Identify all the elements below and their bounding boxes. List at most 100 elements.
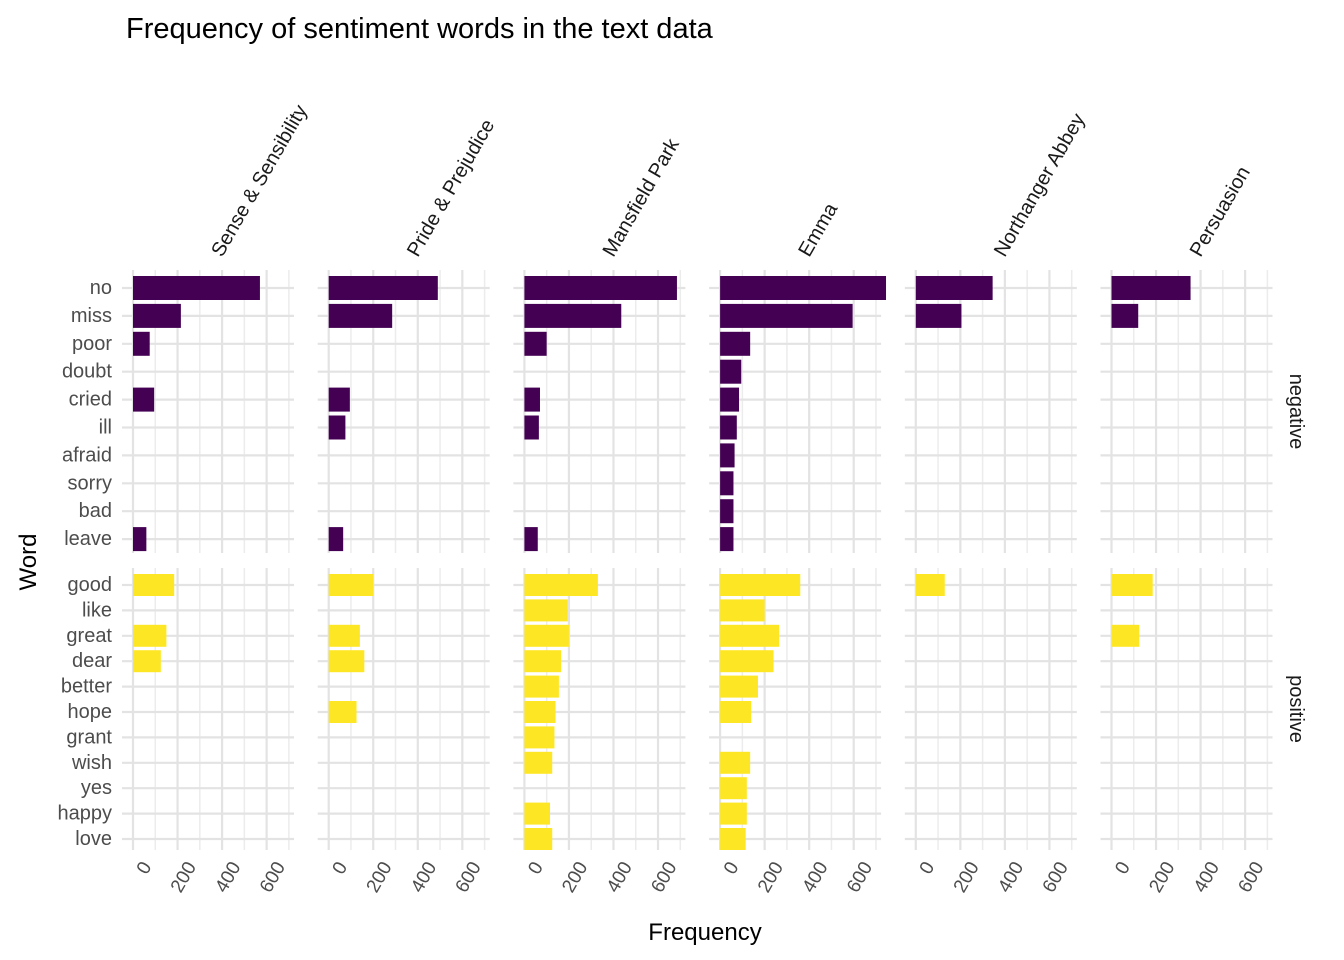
bar-persuasion-great xyxy=(1111,624,1140,647)
y-tick-label-love: love xyxy=(75,828,112,850)
bar-pride-prejudice-good xyxy=(328,574,374,596)
bar-emma-bad xyxy=(720,499,734,524)
bar-emma-dear xyxy=(720,650,774,673)
facet-label-emma: Emma xyxy=(794,199,842,261)
x-tick-label: 400 xyxy=(799,858,833,896)
bar-pride-prejudice-miss xyxy=(328,303,393,328)
x-tick-label: 600 xyxy=(256,858,290,896)
x-tick-label: 600 xyxy=(1039,858,1073,896)
bar-emma-ill xyxy=(720,415,737,440)
bar-mansfield-park-love xyxy=(524,828,553,850)
bar-pride-prejudice-hope xyxy=(328,701,357,723)
y-tick-label-hope: hope xyxy=(68,701,113,723)
bar-northanger-abbey-no xyxy=(915,276,993,300)
x-tick-label: 400 xyxy=(994,858,1028,896)
chart-title: Frequency of sentiment words in the text… xyxy=(126,13,714,45)
x-tick-label: 200 xyxy=(363,858,397,896)
bar-sense-sensibility-leave xyxy=(133,527,147,552)
x-tick-label: 400 xyxy=(1190,858,1224,896)
bar-emma-no xyxy=(720,276,887,300)
bar-emma-love xyxy=(720,828,746,850)
bar-emma-leave xyxy=(720,527,734,552)
bar-mansfield-park-cried xyxy=(524,387,540,412)
y-tick-label-afraid: afraid xyxy=(62,444,112,466)
x-tick-label: 600 xyxy=(452,858,486,896)
y-tick-label-no: no xyxy=(90,277,112,299)
bar-emma-poor xyxy=(720,331,751,356)
y-tick-label-great: great xyxy=(66,625,112,647)
y-tick-label-dear: dear xyxy=(72,650,112,672)
bar-emma-sorry xyxy=(720,471,734,496)
x-tick-label: 200 xyxy=(754,858,788,896)
x-tick-label: 0 xyxy=(329,858,352,878)
bar-emma-happy xyxy=(720,802,747,825)
x-tick-label: 0 xyxy=(1111,858,1134,878)
bar-sense-sensibility-good xyxy=(133,574,175,596)
bar-sense-sensibility-no xyxy=(133,276,260,300)
x-tick-label: 0 xyxy=(916,858,939,878)
x-tick-label: 600 xyxy=(1234,858,1268,896)
x-tick-label: 600 xyxy=(647,858,681,896)
bar-emma-miss xyxy=(720,303,853,328)
facet-row-label-positive: positive xyxy=(1285,675,1307,743)
y-tick-label-wish: wish xyxy=(71,752,112,774)
y-tick-label-good: good xyxy=(68,574,113,596)
bar-pride-prejudice-great xyxy=(328,624,360,647)
x-tick-label: 200 xyxy=(558,858,592,896)
bar-sense-sensibility-dear xyxy=(133,650,161,673)
y-tick-label-ill: ill xyxy=(99,417,112,439)
bar-emma-like xyxy=(720,599,765,622)
y-tick-label-poor: poor xyxy=(72,333,112,355)
bar-sense-sensibility-poor xyxy=(133,331,150,356)
facet-label-pride-prejudice: Pride & Prejudice xyxy=(403,116,499,261)
bar-pride-prejudice-no xyxy=(328,276,438,300)
y-tick-label-bad: bad xyxy=(79,500,112,522)
facet-row-label-negative: negative xyxy=(1285,374,1307,450)
x-axis-label: Frequency xyxy=(648,919,761,946)
bar-sense-sensibility-miss xyxy=(133,303,181,328)
y-tick-label-yes: yes xyxy=(81,777,112,799)
facet-label-sense-sensibility: Sense & Sensibility xyxy=(207,101,312,260)
bar-persuasion-miss xyxy=(1111,303,1139,328)
x-tick-label: 600 xyxy=(843,858,877,896)
bar-persuasion-no xyxy=(1111,276,1191,300)
bar-mansfield-park-miss xyxy=(524,303,622,328)
bar-mansfield-park-no xyxy=(524,276,677,300)
bar-pride-prejudice-ill xyxy=(328,415,346,440)
bar-mansfield-park-poor xyxy=(524,331,547,356)
bar-emma-wish xyxy=(720,751,751,774)
x-tick-label: 200 xyxy=(950,858,984,896)
x-tick-label: 400 xyxy=(407,858,441,896)
bar-mansfield-park-good xyxy=(524,574,598,596)
x-tick-label: 0 xyxy=(524,858,547,878)
bar-mansfield-park-better xyxy=(524,675,559,698)
bar-emma-cried xyxy=(720,387,740,412)
y-tick-label-leave: leave xyxy=(64,528,112,550)
x-tick-label: 200 xyxy=(1145,858,1179,896)
bar-mansfield-park-happy xyxy=(524,802,551,825)
x-tick-label: 400 xyxy=(603,858,637,896)
bar-mansfield-park-hope xyxy=(524,701,556,723)
bar-emma-doubt xyxy=(720,359,742,384)
bar-sense-sensibility-cried xyxy=(133,387,155,412)
x-tick-label: 200 xyxy=(167,858,201,896)
bar-mansfield-park-wish xyxy=(524,751,553,774)
bar-persuasion-good xyxy=(1111,574,1153,596)
bar-emma-better xyxy=(720,675,758,698)
bar-mansfield-park-great xyxy=(524,624,569,647)
y-tick-label-sorry: sorry xyxy=(68,472,112,494)
y-tick-label-happy: happy xyxy=(58,803,113,825)
x-tick-label: 400 xyxy=(211,858,245,896)
facet-label-persuasion: Persuasion xyxy=(1186,163,1255,261)
facet-label-northanger-abbey: Northanger Abbey xyxy=(990,110,1090,261)
bar-mansfield-park-like xyxy=(524,599,568,622)
y-tick-label-miss: miss xyxy=(71,305,112,327)
bar-mansfield-park-grant xyxy=(524,726,555,749)
bar-emma-good xyxy=(720,574,801,596)
y-tick-label-like: like xyxy=(82,599,112,621)
bar-pride-prejudice-leave xyxy=(328,527,344,552)
bar-northanger-abbey-good xyxy=(915,574,945,596)
bar-mansfield-park-ill xyxy=(524,415,539,440)
y-axis-label: Word xyxy=(15,534,42,591)
